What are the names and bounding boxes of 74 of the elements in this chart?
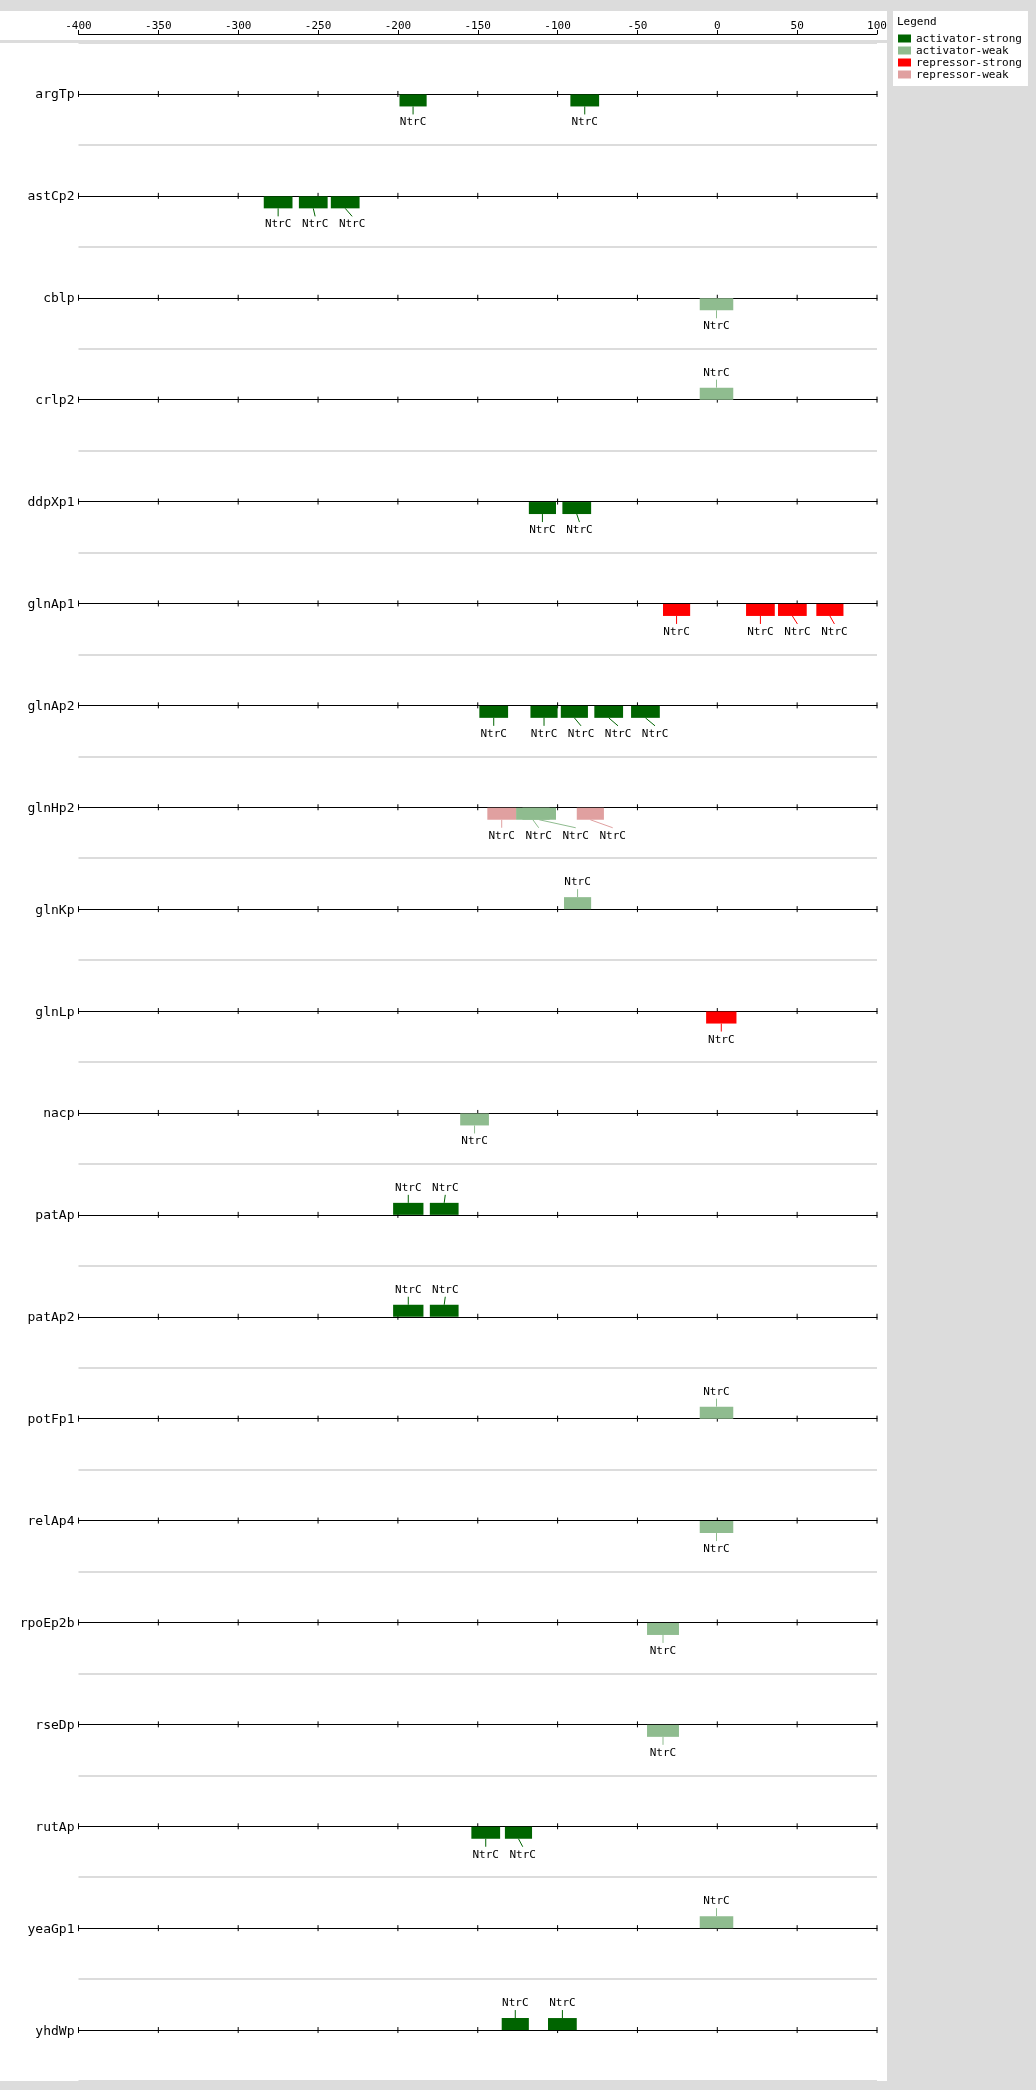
y-tick-label: cblp (43, 290, 75, 306)
data-label: NtrC (395, 1180, 422, 1194)
data-label: NtrC (821, 624, 848, 638)
data-label: NtrC (301, 217, 329, 231)
data-label: NtrC (649, 1643, 677, 1657)
data-label: NtrC (529, 523, 556, 537)
data-label: NtrC (488, 828, 515, 842)
y-tick-label: glnAp1 (27, 595, 75, 611)
data-label: NtrC (509, 1847, 536, 1861)
y-tick-label: glnHp2 (27, 799, 75, 815)
y-tick-label: glnLp (35, 1003, 75, 1019)
data-label: NtrC (399, 115, 427, 129)
x-tick-label: -100 (544, 19, 571, 32)
data-label: NtrC (747, 624, 774, 638)
y-tick-label: rseDp (35, 1716, 75, 1732)
legend-title: Legend (897, 15, 937, 28)
data-label: NtrC (432, 1282, 459, 1296)
x-tick-label: -200 (384, 19, 412, 32)
data-label: NtrC (703, 1894, 730, 1908)
x-tick-label: 0 (713, 19, 721, 32)
data-label: NtrC (461, 1134, 488, 1148)
data-label: NtrC (599, 828, 626, 842)
y-tick-label: yeaGp1 (27, 1920, 75, 1936)
legend-label: repressor-strong (916, 56, 1022, 69)
data-label: NtrC (480, 726, 507, 740)
data-label: NtrC (525, 828, 552, 842)
y-tick-label: crlp2 (35, 392, 75, 408)
data-label: NtrC (649, 1745, 677, 1759)
x-tick-label: -50 (627, 19, 648, 32)
legend-label: activator-weak (916, 44, 1010, 57)
x-tick-label: -150 (464, 19, 491, 32)
data-label: NtrC (641, 726, 669, 740)
y-tick-label: astCp2 (27, 188, 75, 204)
x-tick-label: 100 (867, 19, 887, 32)
y-tick-label: rpoEp2b (19, 1614, 75, 1630)
data-label: NtrC (564, 875, 591, 889)
y-tick-label: ddpXp1 (27, 494, 75, 510)
y-tick-label: potFp1 (27, 1411, 75, 1427)
x-tick-label: -350 (145, 19, 172, 32)
data-label: NtrC (530, 726, 558, 740)
data-label: NtrC (663, 624, 690, 638)
data-label: NtrC (703, 1542, 730, 1556)
y-tick-label: argTp (35, 86, 75, 102)
data-label: NtrC (264, 217, 292, 231)
data-label: NtrC (432, 1180, 459, 1194)
data-label: NtrC (562, 828, 589, 842)
y-tick-label: glnKp (35, 901, 75, 917)
data-label: NtrC (604, 726, 632, 740)
y-tick-label: patAp2 (27, 1309, 75, 1325)
data-label: NtrC (566, 523, 593, 537)
legend-label: activator-strong (916, 32, 1022, 45)
x-tick-label: -400 (65, 19, 92, 32)
data-label: NtrC (571, 115, 598, 129)
data-label: NtrC (703, 365, 730, 379)
x-tick-label: 50 (790, 19, 804, 32)
x-tick-label: -250 (304, 19, 332, 32)
data-label: NtrC (784, 624, 811, 638)
data-label: NtrC (472, 1847, 499, 1861)
y-tick-label: relAp4 (27, 1513, 75, 1529)
data-label: NtrC (549, 1996, 576, 2010)
y-tick-label: rutAp (35, 1818, 75, 1834)
data-label: NtrC (703, 1384, 730, 1398)
data-label: NtrC (395, 1282, 422, 1296)
y-tick-label: patAp (35, 1207, 75, 1223)
data-label: NtrC (502, 1996, 529, 2010)
y-tick-label: yhdWp (35, 2022, 75, 2038)
legend-label: repressor-weak (916, 68, 1010, 81)
x-tick-label: -300 (224, 19, 252, 32)
y-tick-label: glnAp2 (27, 697, 75, 713)
data-label: NtrC (567, 726, 595, 740)
data-label: NtrC (338, 217, 366, 231)
data-label: NtrC (708, 1032, 735, 1046)
data-label: NtrC (703, 319, 730, 333)
y-tick-label: nacp (43, 1105, 75, 1121)
